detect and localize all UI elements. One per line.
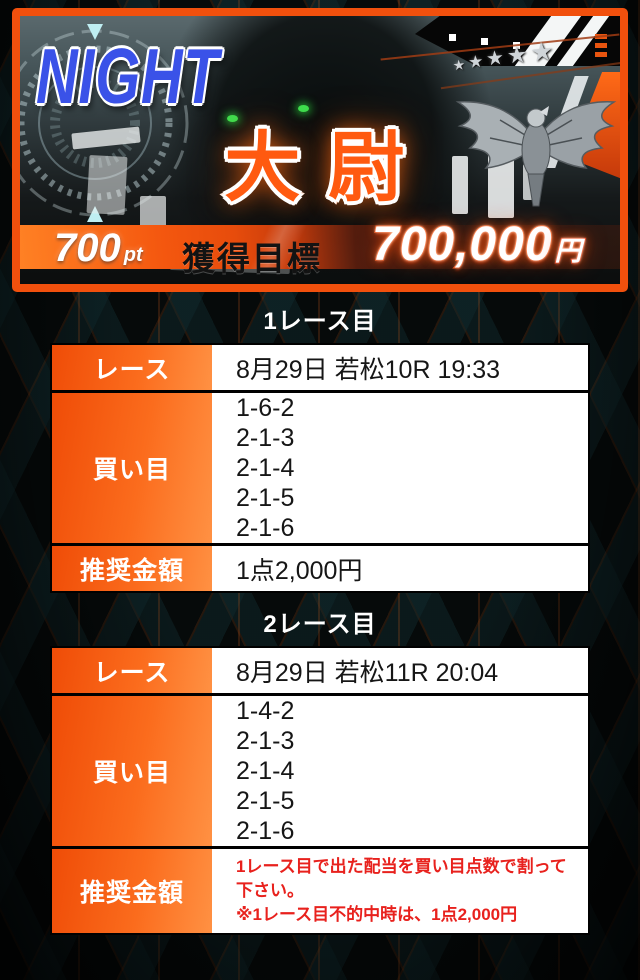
row-value-race: 8月29日 若松11R 20:04: [212, 648, 588, 693]
eagle-emblem-icon: [455, 101, 617, 207]
goggle-glow-icon: [227, 115, 238, 122]
bet-line: 2-1-3: [236, 727, 295, 755]
row-label: 買い目: [52, 696, 212, 846]
goal-amount: 700,000: [371, 218, 553, 271]
row-label: レース: [52, 648, 212, 693]
amount-note-line: ※1レース目不的中時は、1点2,000円: [236, 905, 518, 924]
bet-line: 2-1-5: [236, 787, 295, 815]
table-row-race: レース 8月29日 若松11R 20:04: [52, 648, 588, 696]
table-row-bets: 買い目 1-6-2 2-1-3 2-1-4 2-1-5 2-1-6: [52, 393, 588, 546]
goal-amount-group: 700,000 円: [371, 218, 583, 271]
row-value-amount-note: 1レース目で出た配当を買い目点数で割って下さい。 ※1レース目不的中時は、1点2…: [212, 849, 588, 933]
row-value-amount: 1点2,000円: [212, 546, 588, 591]
rank-title: 大尉: [221, 123, 433, 214]
row-value-bets: 1-6-2 2-1-3 2-1-4 2-1-5 2-1-6: [212, 393, 588, 543]
table-row-bets: 買い目 1-4-2 2-1-3 2-1-4 2-1-5 2-1-6: [52, 696, 588, 849]
points-unit: pt: [123, 244, 143, 266]
night-logo: NIGHT: [35, 32, 220, 120]
table-row-amount: 推奨金額 1点2,000円: [52, 546, 588, 591]
row-label: 買い目: [52, 393, 212, 543]
goal-currency: 円: [554, 235, 583, 267]
row-label: レース: [52, 345, 212, 390]
points-value: 700: [54, 226, 121, 270]
banner-bottom-strip: [20, 225, 620, 269]
bet-line: 2-1-4: [236, 757, 295, 785]
section-heading-race2: 2レース目: [263, 611, 377, 638]
glitch-tick: [595, 43, 607, 48]
bet-line: 2-1-6: [236, 817, 295, 845]
tip-table-race2: レース 8月29日 若松11R 20:04 買い目 1-4-2 2-1-3 2-…: [50, 646, 590, 935]
table-row-amount: 推奨金額 1レース目で出た配当を買い目点数で割って下さい。 ※1レース目不的中時…: [52, 849, 588, 933]
glitch-tick: [595, 52, 607, 57]
row-label: 推奨金額: [52, 546, 212, 591]
bet-line: 2-1-6: [236, 514, 295, 542]
rank-banner: NIGHT ★ ★ ★ ★ ★ 大尉: [12, 8, 628, 292]
amount-note-line: 1レース目で出た配当を買い目点数で割って下さい。: [236, 857, 567, 900]
bet-line: 2-1-4: [236, 454, 295, 482]
glitch-bar: [452, 156, 468, 214]
row-value-race: 8月29日 若松10R 19:33: [212, 345, 588, 390]
goggle-glow-icon: [298, 105, 309, 112]
bet-line: 2-1-3: [236, 424, 295, 452]
tip-table-race1: レース 8月29日 若松10R 19:33 買い目 1-6-2 2-1-3 2-…: [50, 343, 590, 593]
row-value-bets: 1-4-2 2-1-3 2-1-4 2-1-5 2-1-6: [212, 696, 588, 846]
row-label: 推奨金額: [52, 849, 212, 933]
grunge-speck: [86, 155, 128, 215]
bet-line: 2-1-5: [236, 484, 295, 512]
glitch-bar: [523, 164, 533, 200]
section-heading-race1: 1レース目: [263, 308, 377, 335]
points-group: 700 pt: [54, 228, 143, 268]
strip-sheen: [230, 225, 350, 269]
glitch-dot: [449, 34, 456, 41]
glitch-dot: [481, 38, 488, 45]
table-row-race: レース 8月29日 若松10R 19:33: [52, 345, 588, 393]
goal-label: 獲得目標: [182, 240, 322, 277]
bet-line: 1-4-2: [236, 697, 295, 725]
bet-line: 1-6-2: [236, 394, 295, 422]
